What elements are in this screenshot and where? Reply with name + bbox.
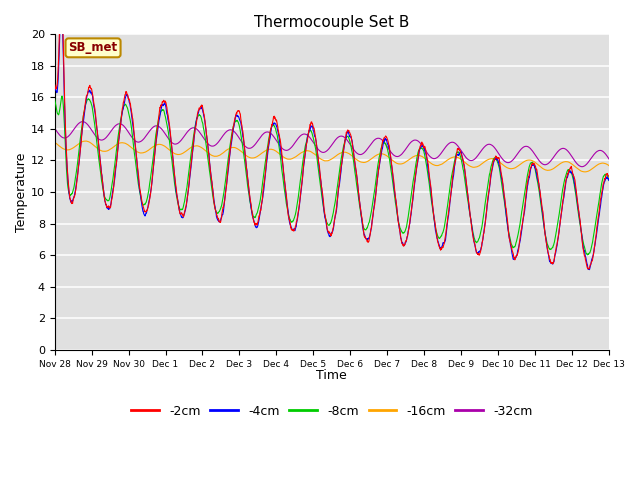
X-axis label: Time: Time — [316, 369, 348, 382]
Legend: -2cm, -4cm, -8cm, -16cm, -32cm: -2cm, -4cm, -8cm, -16cm, -32cm — [127, 400, 538, 423]
Text: SB_met: SB_met — [68, 41, 118, 54]
Y-axis label: Temperature: Temperature — [15, 152, 28, 232]
Title: Thermocouple Set B: Thermocouple Set B — [254, 15, 410, 30]
